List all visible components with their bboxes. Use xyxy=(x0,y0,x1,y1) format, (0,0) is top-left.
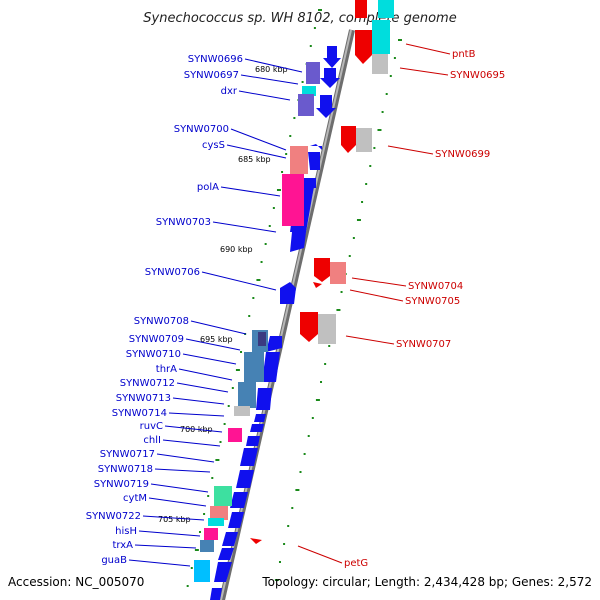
leader-line xyxy=(154,468,211,473)
leader-line xyxy=(399,67,449,76)
leader-line xyxy=(226,144,287,159)
leader-line xyxy=(168,412,225,417)
gene-label-synw0717[interactable]: SYNW0717 xyxy=(100,449,155,460)
gene-label-chli[interactable]: chlI xyxy=(143,435,161,446)
leader-line xyxy=(162,439,221,447)
scale-label-685: 685 kbp xyxy=(238,155,271,164)
top-partial-genes xyxy=(355,0,394,18)
leader-line xyxy=(351,277,407,287)
gene-label-synw0714[interactable]: SYNW0714 xyxy=(112,408,167,419)
gene-label-synw0710[interactable]: SYNW0710 xyxy=(126,349,181,360)
scale-label-705: 705 kbp xyxy=(158,515,191,524)
leader-line xyxy=(185,338,241,351)
gene-label-synw0712[interactable]: SYNW0712 xyxy=(120,378,175,389)
right-leader-lines xyxy=(297,43,451,564)
leader-line xyxy=(349,289,404,302)
gene-label-guab[interactable]: guaB xyxy=(101,555,127,566)
leader-line xyxy=(176,382,229,393)
gene-label-pntb[interactable]: pntB xyxy=(452,49,476,60)
leader-line xyxy=(164,425,223,433)
leader-line xyxy=(156,453,215,463)
gene-label-thra[interactable]: thrA xyxy=(156,364,177,375)
leader-line xyxy=(138,530,201,537)
gene-label-pola[interactable]: polA xyxy=(197,182,219,193)
leader-line xyxy=(128,559,191,567)
genome-title: Synechococcus sp. WH 8102, complete geno… xyxy=(143,11,456,26)
gene-label-hish[interactable]: hisH xyxy=(115,526,137,537)
gene-label-synw0722[interactable]: SYNW0722 xyxy=(86,511,141,522)
gene-label-synw0706[interactable]: SYNW0706 xyxy=(145,267,200,278)
gene-label-dxr[interactable]: dxr xyxy=(221,86,238,97)
leader-line xyxy=(387,145,434,155)
gene-label-ruvc[interactable]: ruvC xyxy=(140,421,163,432)
topology-text: Topology: circular; Length: 2,434,428 bp… xyxy=(261,575,592,589)
leader-line xyxy=(220,186,281,197)
leader-line xyxy=(182,353,237,365)
gene-label-cytm[interactable]: cytM xyxy=(123,493,147,504)
left-leader-lines xyxy=(128,58,303,567)
forward-strand-boxes xyxy=(194,62,320,582)
gene-label-synw0707[interactable]: SYNW0707 xyxy=(396,339,451,350)
scale-label-680: 680 kbp xyxy=(255,65,288,74)
reverse-strand-genes xyxy=(250,20,390,544)
gene-label-synw0713[interactable]: SYNW0713 xyxy=(116,393,171,404)
leader-line xyxy=(150,483,209,493)
leader-line xyxy=(405,43,451,55)
leader-line xyxy=(134,544,197,549)
leader-line xyxy=(142,515,205,521)
leader-line xyxy=(238,90,291,101)
gene-label-synw0695[interactable]: SYNW0695 xyxy=(450,70,505,81)
accession-text: Accession: NC_005070 xyxy=(8,575,144,589)
left-gene-labels: SYNW0696 SYNW0697 dxr SYNW0700 cysS polA… xyxy=(86,54,243,566)
gene-label-synw0708[interactable]: SYNW0708 xyxy=(134,316,189,327)
gene-label-synw0697[interactable]: SYNW0697 xyxy=(184,70,239,81)
leader-line xyxy=(201,271,277,291)
leader-line xyxy=(172,397,225,405)
leader-line xyxy=(178,368,233,381)
gene-label-synw0705[interactable]: SYNW0705 xyxy=(405,296,460,307)
gene-label-cyss[interactable]: cysS xyxy=(202,140,225,151)
scale-label-690: 690 kbp xyxy=(220,245,253,254)
leader-line xyxy=(240,74,299,85)
leader-line xyxy=(212,221,277,233)
scale-label-695: 695 kbp xyxy=(200,335,233,344)
gene-label-trxa[interactable]: trxA xyxy=(112,540,133,551)
leader-line xyxy=(297,545,343,564)
leader-line xyxy=(244,58,303,73)
leader-line xyxy=(230,128,287,151)
gene-label-synw0699[interactable]: SYNW0699 xyxy=(435,149,490,160)
gene-label-synw0703[interactable]: SYNW0703 xyxy=(156,217,211,228)
leader-line xyxy=(190,320,247,335)
gene-label-synw0719[interactable]: SYNW0719 xyxy=(94,479,149,490)
gene-label-synw0700[interactable]: SYNW0700 xyxy=(174,124,229,135)
gene-label-synw0709[interactable]: SYNW0709 xyxy=(129,334,184,345)
gene-label-synw0704[interactable]: SYNW0704 xyxy=(408,281,463,292)
leader-line xyxy=(345,335,395,345)
right-gene-labels: pntB SYNW0695 SYNW0699 SYNW0704 SYNW0705… xyxy=(344,49,505,569)
gene-label-synw0718[interactable]: SYNW0718 xyxy=(98,464,153,475)
leader-line xyxy=(148,497,207,507)
gene-label-petg[interactable]: petG xyxy=(344,558,368,569)
gene-label-synw0696[interactable]: SYNW0696 xyxy=(188,54,243,65)
